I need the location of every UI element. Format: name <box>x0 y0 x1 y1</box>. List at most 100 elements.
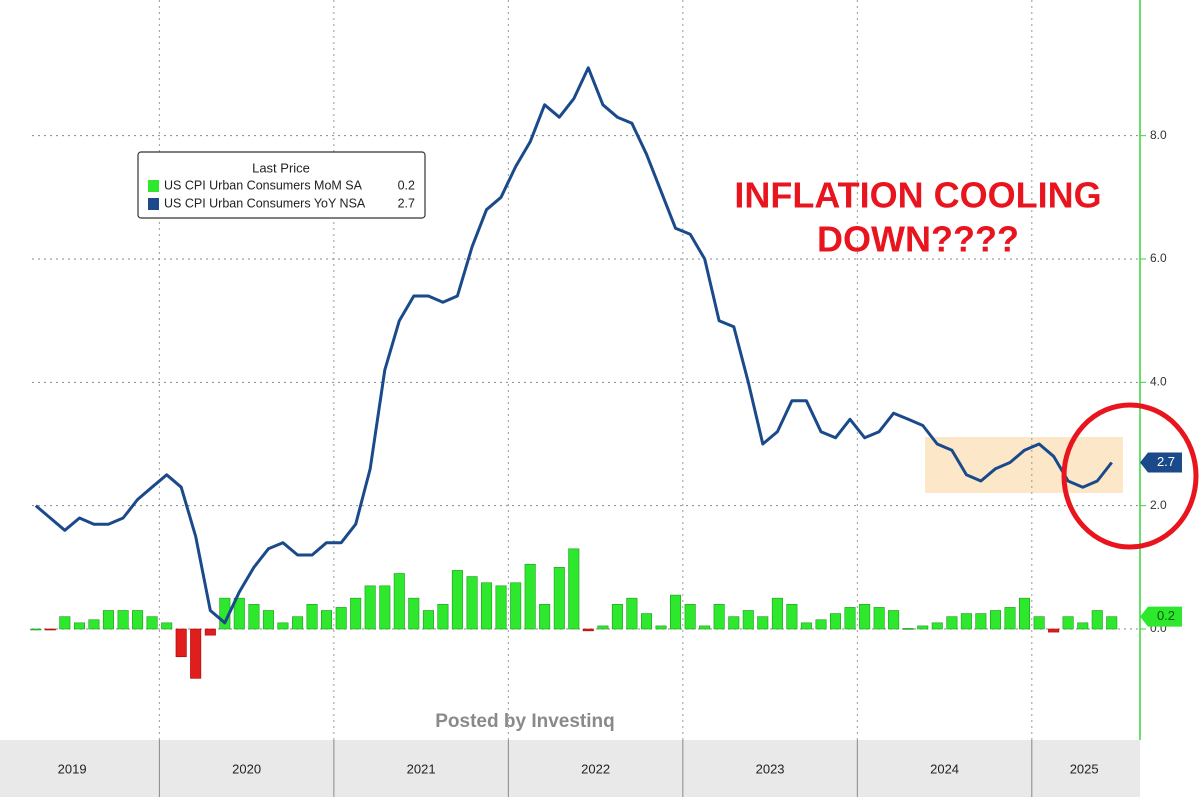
bar <box>990 610 1002 630</box>
highlight-circle <box>1061 402 1199 550</box>
legend-title: Last Price <box>252 160 310 175</box>
bar <box>1077 622 1089 630</box>
legend-label: US CPI Urban Consumers MoM SA <box>164 178 363 192</box>
x-tick-label: 2021 <box>407 761 436 776</box>
x-axis-band <box>0 740 1140 797</box>
legend-value: 0.2 <box>398 178 415 192</box>
bar <box>204 628 216 636</box>
last-price-label: 2.7 <box>1157 454 1175 469</box>
legend-swatch <box>148 198 159 210</box>
bar <box>626 597 638 630</box>
bar <box>59 616 71 630</box>
bar <box>655 625 667 630</box>
x-tick-label: 2020 <box>232 761 261 776</box>
bar <box>699 625 711 630</box>
bar <box>262 610 274 630</box>
bar <box>960 613 972 630</box>
x-tick-label: 2025 <box>1070 761 1099 776</box>
bar <box>277 622 289 630</box>
legend-value: 2.7 <box>398 196 415 210</box>
bar <box>306 604 318 630</box>
bar <box>597 625 609 630</box>
bar <box>815 619 827 630</box>
bar <box>786 604 798 630</box>
bar <box>888 610 900 630</box>
bar <box>364 585 376 630</box>
bar <box>117 610 129 630</box>
bar <box>539 604 551 630</box>
x-tick-label: 2024 <box>930 761 959 776</box>
bar <box>495 585 507 630</box>
bar <box>728 616 740 630</box>
bar <box>132 610 144 630</box>
legend-swatch <box>148 180 159 192</box>
bar <box>335 607 347 630</box>
annotation: INFLATION COOLING <box>734 175 1101 216</box>
bar <box>946 616 958 630</box>
bar <box>830 613 842 630</box>
bar <box>742 610 754 630</box>
y-tick-label: 2.0 <box>1150 498 1167 512</box>
bar <box>30 628 42 631</box>
bar <box>233 597 245 630</box>
bar <box>44 628 56 631</box>
bar <box>1062 616 1074 630</box>
bar <box>393 573 405 630</box>
bar <box>510 582 522 630</box>
bar <box>582 628 594 632</box>
bar <box>859 604 871 630</box>
bar <box>568 548 580 630</box>
bar <box>844 607 856 630</box>
bar <box>73 622 85 630</box>
bar <box>102 610 114 630</box>
line <box>34 66 1113 625</box>
bar <box>757 616 769 630</box>
bar <box>873 607 885 630</box>
y-tick-label: 4.0 <box>1150 375 1167 389</box>
bar <box>902 628 914 630</box>
legend-box <box>137 151 426 219</box>
x-tick-label: 2019 <box>58 761 87 776</box>
bar <box>248 604 260 630</box>
bar <box>1091 610 1103 630</box>
y-tick-label: 6.0 <box>1150 251 1167 265</box>
bar <box>451 570 463 630</box>
bar <box>481 582 493 630</box>
bar <box>175 628 187 658</box>
x-tick-label: 2023 <box>756 761 785 776</box>
bar <box>684 604 696 630</box>
watermark: Posted by Investinq <box>435 711 614 732</box>
bar <box>350 597 362 630</box>
bar <box>146 616 158 630</box>
bar <box>292 616 304 630</box>
bar <box>1018 597 1031 630</box>
last-price-label: 0.2 <box>1157 608 1175 623</box>
bar <box>524 563 536 630</box>
x-tick-label: 2022 <box>581 761 610 776</box>
bar <box>88 619 100 630</box>
bar <box>161 622 173 630</box>
bar <box>713 604 725 630</box>
bar <box>321 610 333 630</box>
bar <box>437 604 449 630</box>
bar <box>1033 616 1045 630</box>
annotation: DOWN???? <box>817 219 1019 260</box>
y-tick-label: 8.0 <box>1150 128 1167 142</box>
bar <box>641 613 653 630</box>
bar <box>975 613 987 630</box>
highlight-box <box>925 437 1123 493</box>
bar <box>553 567 565 630</box>
bar <box>669 594 682 630</box>
bar <box>931 622 943 630</box>
last-price-tag <box>1140 606 1182 627</box>
bar <box>190 628 202 679</box>
bar <box>917 625 929 630</box>
bar <box>422 610 434 630</box>
bar <box>800 622 812 630</box>
last-price-tag <box>1140 452 1182 473</box>
bar <box>1048 628 1060 633</box>
bar <box>611 604 623 630</box>
bar <box>771 597 783 630</box>
